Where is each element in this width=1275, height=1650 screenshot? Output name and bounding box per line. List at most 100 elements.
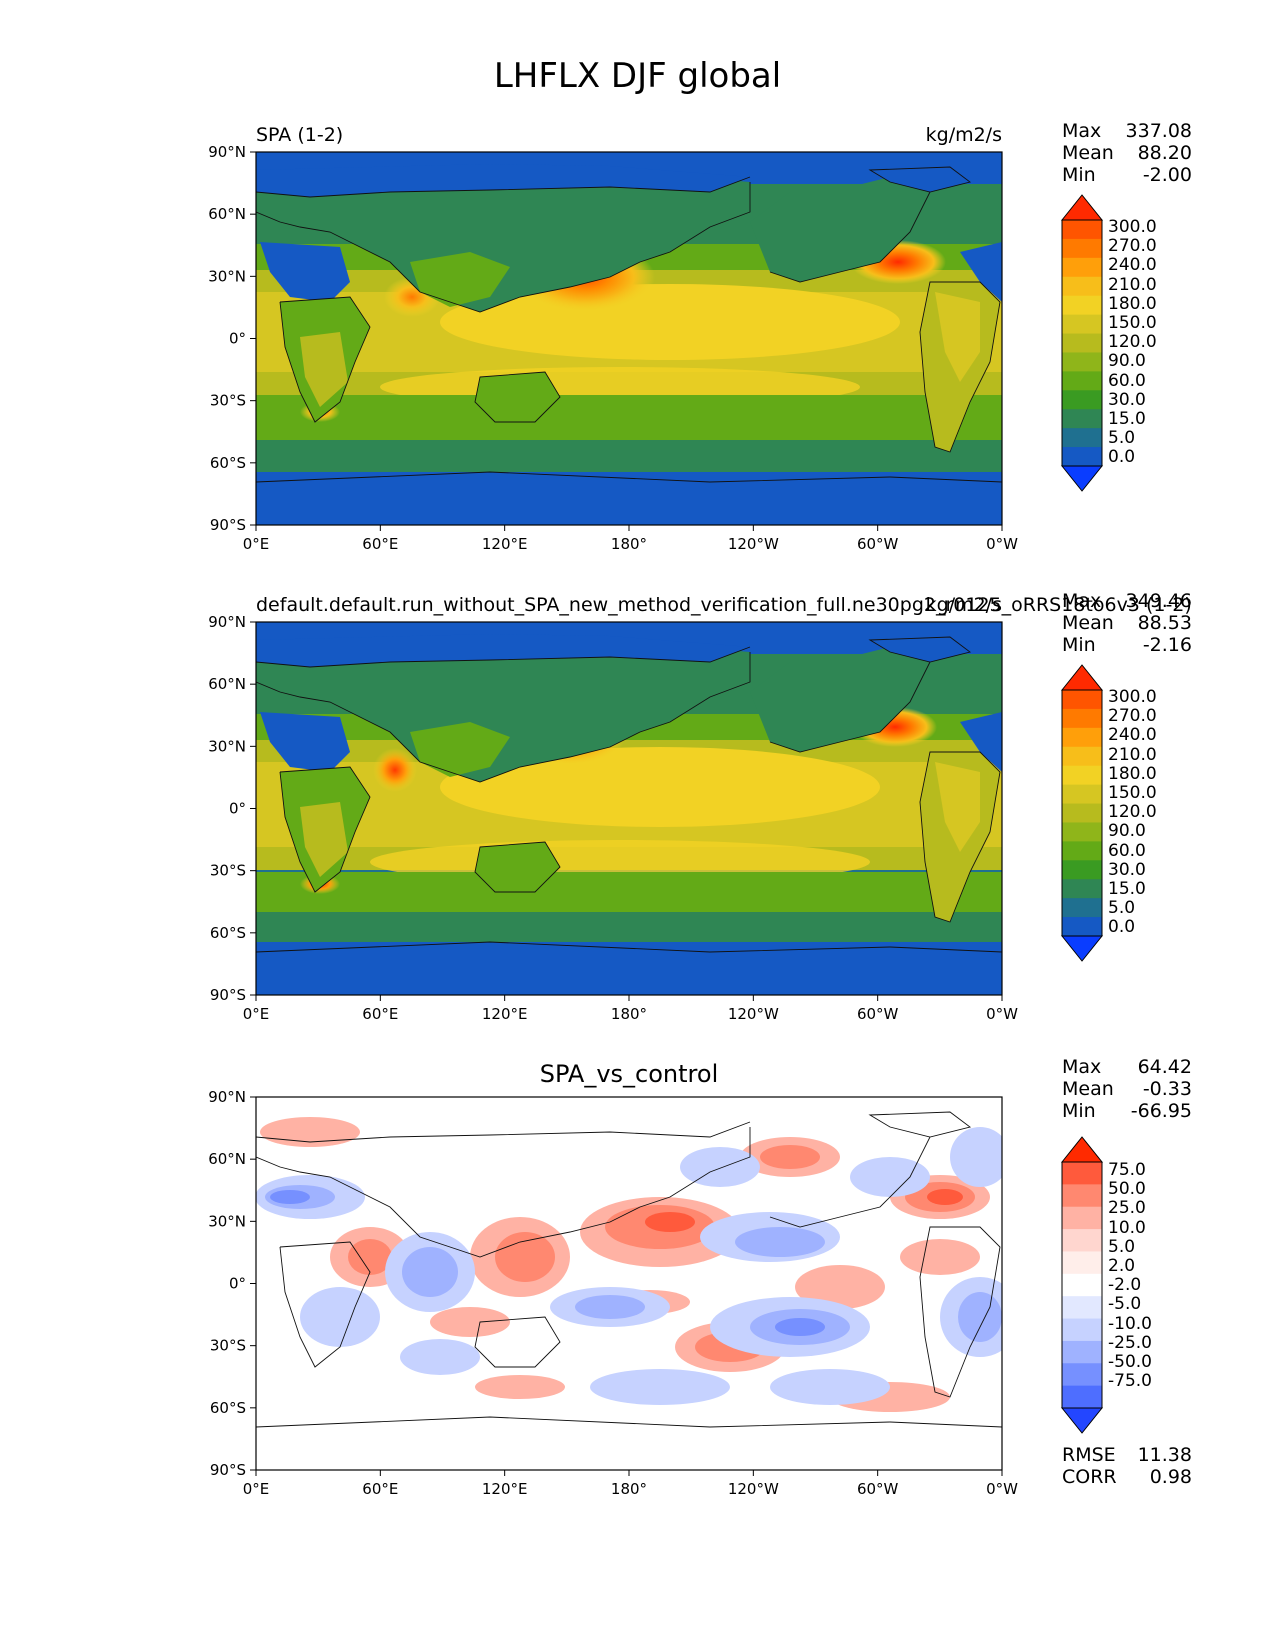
colorbar-swatch (1062, 1229, 1102, 1252)
colorbar-swatch (1062, 257, 1102, 278)
colorbar-labels: 300.0 270.0 240.0 210.0 180.0 150.0 120.0 90.0 6… (1108, 217, 1157, 467)
colorbar-label: 90.0 (1108, 351, 1146, 372)
corr-label: CORR (1062, 1466, 1117, 1488)
colorbar-label: 50.0 (1108, 1179, 1146, 1200)
colorbar-swatch (1062, 314, 1102, 335)
lon-tick-label: 60°W (857, 1005, 899, 1023)
corr-value: 0.98 (1149, 1466, 1192, 1488)
lon-tick-label: 120°E (482, 535, 528, 553)
lat-tick-label: 30°N (208, 737, 246, 755)
colorbar-label: 240.0 (1108, 255, 1157, 276)
lat-tick-label: 90°S (210, 516, 246, 534)
colorbar-swatch (1062, 727, 1102, 748)
stat-min-label: Min (1062, 1100, 1096, 1122)
colorbar-swatch (1062, 822, 1102, 842)
map-diff: 90°N 60°N 30°N 0° 30°S 60°S 90°S0°E 60°E 120°E 18… (208, 1088, 1018, 1498)
colorbar-label: 180.0 (1108, 763, 1157, 784)
colorbar-frame (1061, 1161, 1103, 1409)
figure-title: LHFLX DJF global (493, 56, 782, 96)
colorbar-label: 5.0 (1108, 1236, 1136, 1257)
stat-min-label: Min (1062, 164, 1096, 186)
lat-tick-label: 90°N (208, 613, 246, 631)
colorbar-swatch (1062, 765, 1102, 786)
colorbar-swatch (1062, 1318, 1102, 1342)
colorbar-label: -75.0 (1108, 1371, 1152, 1392)
panel-left-title: default.default.run_without_SPA_new_meth… (256, 594, 1192, 616)
stat-min: -2.16 (1142, 634, 1192, 656)
stat-min: -66.95 (1130, 1100, 1192, 1122)
lat-tick-label: 30°S (210, 862, 246, 880)
stats-box: Max 64.42 Mean -0.33 Min -66.95 (1062, 1056, 1192, 1122)
colorbar-swatch (1062, 1251, 1102, 1275)
colorbar-label: -10.0 (1108, 1313, 1152, 1334)
colorbar-swatch (1062, 1206, 1102, 1230)
stats-box: Max 349.46 Mean 88.53 Min -2.16 (1062, 590, 1192, 656)
lon-tick-label: 0°W (986, 535, 1018, 553)
lon-tick-label: 0°E (243, 1005, 270, 1023)
lat-tick-label: 60°S (210, 924, 246, 942)
colorbar-label: 150.0 (1108, 312, 1157, 333)
lat-tick-label: 60°S (210, 454, 246, 472)
colorbar-label: 180.0 (1108, 293, 1157, 314)
map-axis-ticks: 90°N 60°N 30°N 0° 30°S 60°S 90°S0°E 60°E 120°E 18… (208, 143, 1018, 553)
colorbar-label: -2.0 (1108, 1275, 1142, 1296)
lat-tick-label: 90°S (210, 1461, 246, 1479)
lon-tick-label: 120°E (482, 1005, 528, 1023)
map-control: 90°N 60°N 30°N 0° 30°S 60°S 90°S0°E 60°E 120°E 18… (208, 613, 1018, 1023)
colorbar-swatch (1062, 1385, 1102, 1409)
colorbar-swatch (1062, 220, 1102, 240)
colorbar-label: -25.0 (1108, 1332, 1152, 1353)
colorbar-swatch (1062, 803, 1102, 823)
colorbar-swatch (1062, 447, 1102, 467)
colorbar (1060, 1136, 1104, 1434)
lat-tick-label: 90°N (208, 1088, 246, 1106)
lon-tick-label: 180° (611, 535, 647, 553)
colorbar-swatch (1062, 784, 1102, 805)
stat-max-label: Max (1062, 1056, 1102, 1078)
rmse-label: RMSE (1062, 1444, 1116, 1466)
stat-mean-label: Mean (1062, 1078, 1114, 1100)
rmse-corr-box: RMSE 11.38 CORR 0.98 (1062, 1444, 1192, 1488)
lat-tick-label: 30°S (210, 1337, 246, 1355)
stat-max: 337.08 (1125, 120, 1192, 142)
colorbar-label: 210.0 (1108, 744, 1157, 765)
stat-max: 64.42 (1137, 1056, 1192, 1078)
panel-units: kg/m2/s (925, 124, 1002, 146)
colorbar-extend-max (1060, 664, 1104, 691)
colorbar-swatch (1062, 352, 1102, 372)
stat-max-label: Max (1062, 590, 1102, 612)
colorbar-swatch (1062, 1296, 1102, 1320)
colorbar-swatch (1062, 879, 1102, 899)
colorbar-frame (1061, 219, 1103, 467)
colorbar (1060, 194, 1104, 492)
lat-tick-label: 0° (229, 800, 246, 818)
colorbar-label: -50.0 (1108, 1351, 1152, 1372)
colorbar-label: 60.0 (1108, 370, 1146, 391)
lon-tick-label: 60°E (362, 1005, 398, 1023)
lon-tick-label: 0°E (243, 1480, 270, 1498)
colorbar-swatch (1062, 409, 1102, 429)
colorbar-swatch (1062, 898, 1102, 918)
lon-tick-label: 120°W (728, 1005, 779, 1023)
panel-center-title: SPA_vs_control (539, 1060, 719, 1088)
lon-tick-label: 60°W (857, 535, 899, 553)
colorbar-label: 150.0 (1108, 782, 1157, 803)
colorbar-label: 60.0 (1108, 840, 1146, 861)
colorbar-label: 30.0 (1108, 859, 1146, 880)
colorbar-extend-min (1060, 935, 1104, 962)
lat-tick-label: 60°N (208, 205, 246, 223)
colorbar-swatch (1062, 238, 1102, 259)
lon-tick-label: 0°E (243, 535, 270, 553)
colorbar-swatch (1062, 428, 1102, 448)
lat-tick-label: 0° (229, 1275, 246, 1293)
colorbar-label: 300.0 (1108, 687, 1157, 707)
colorbar-swatch (1062, 917, 1102, 937)
stat-mean: 88.20 (1137, 142, 1192, 164)
colorbar-extend-max (1060, 194, 1104, 221)
stat-max-label: Max (1062, 120, 1102, 142)
colorbar-label: 10.0 (1108, 1217, 1146, 1238)
colorbar-label: 90.0 (1108, 821, 1146, 842)
colorbar-label: 15.0 (1108, 878, 1146, 899)
lat-tick-label: 90°S (210, 986, 246, 1004)
stat-mean: 88.53 (1137, 612, 1192, 634)
